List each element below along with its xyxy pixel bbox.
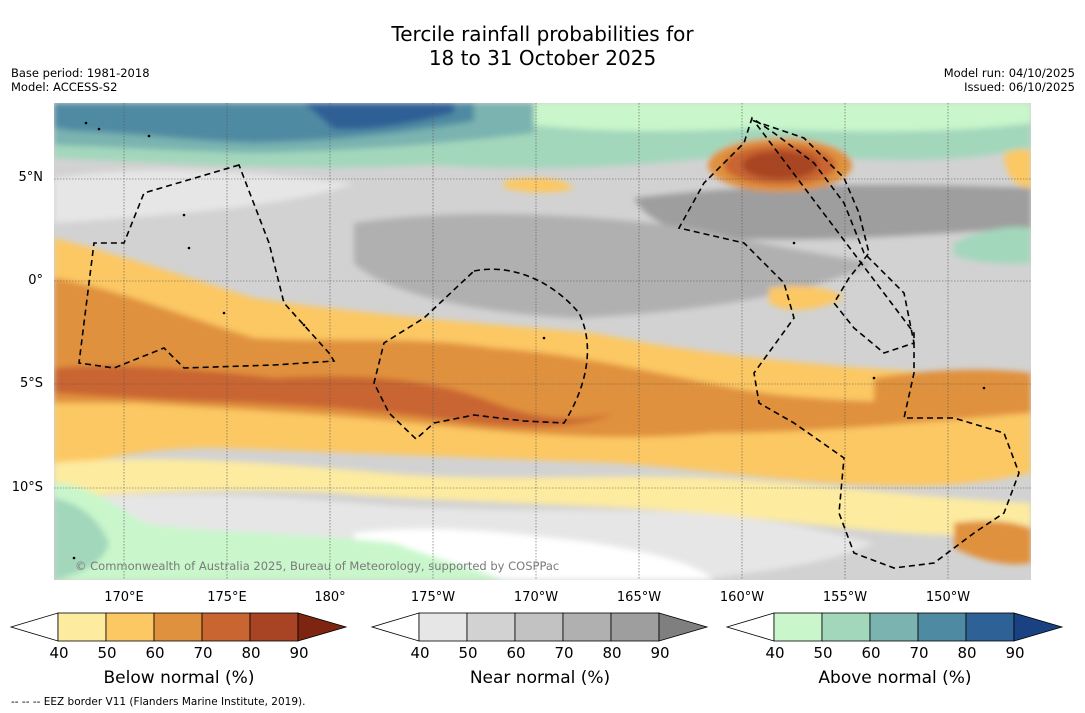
lon-label-165w: 165°W xyxy=(616,590,662,605)
meta-left: Base period: 1981-2018 Model: ACCESS-S2 xyxy=(11,66,150,94)
region-below-patch-2 xyxy=(769,286,844,310)
cb-near-tick: 80 xyxy=(602,644,622,662)
colorbar-segment xyxy=(917,612,967,642)
colorbar-segment-high xyxy=(1013,612,1064,642)
lat-label-5n: 5°N xyxy=(18,170,44,185)
lon-label-170w: 170°W xyxy=(513,590,559,605)
colorbar-above-title: Above normal (%) xyxy=(818,668,972,688)
colorbar-segment xyxy=(153,612,203,642)
cb-near-tick: 90 xyxy=(650,644,670,662)
colorbar-segment xyxy=(869,612,919,642)
islands xyxy=(72,121,986,560)
colorbar-segment-low xyxy=(371,612,420,642)
title-line-1: Tercile rainfall probabilities for xyxy=(391,22,694,46)
colorbar-segment-high xyxy=(658,612,709,642)
region-above-sw-2 xyxy=(54,498,109,580)
gridlines xyxy=(54,103,1031,580)
cb-near-tick: 50 xyxy=(458,644,478,662)
lon-label-160w: 160°W xyxy=(719,590,765,605)
lat-label-10s: 10°S xyxy=(11,480,43,495)
eez-borders xyxy=(78,116,1020,569)
colorbar-segment xyxy=(201,612,251,642)
lat-label-0: 0° xyxy=(28,273,43,288)
colorbar-segment xyxy=(562,612,612,642)
cb-above-tick: 60 xyxy=(861,644,881,662)
cb-above-tick: 40 xyxy=(765,644,785,662)
region-below-se xyxy=(954,520,1031,565)
cb-near-tick: 70 xyxy=(554,644,574,662)
lon-label-180: 180° xyxy=(314,590,346,605)
region-above-east xyxy=(954,226,1031,264)
meta-right: Model run: 04/10/2025 Issued: 06/10/2025 xyxy=(944,66,1075,94)
cb-above-tick: 80 xyxy=(957,644,977,662)
lon-label-155w: 155°W xyxy=(822,590,868,605)
colorbar-segment-low xyxy=(726,612,775,642)
lat-label-5s: 5°S xyxy=(19,376,43,391)
colorbar-below xyxy=(10,612,348,642)
region-above-north-4 xyxy=(304,103,454,130)
colorbar-segment xyxy=(466,612,516,642)
copyright-text: © Commonwealth of Australia 2025, Bureau… xyxy=(75,559,559,573)
lon-label-175e: 175°E xyxy=(207,590,247,605)
colorbar-near xyxy=(371,612,709,642)
region-near-dark xyxy=(634,185,1031,240)
lon-label-150w: 150°W xyxy=(925,590,971,605)
region-below-40 xyxy=(54,458,1031,536)
colorbar-segment xyxy=(821,612,871,642)
colorbar-above xyxy=(726,612,1064,642)
cb-above-tick: 70 xyxy=(909,644,929,662)
region-near-light xyxy=(54,170,354,223)
region-below-hotspot-3 xyxy=(742,151,818,179)
rainfall-map: © Commonwealth of Australia 2025, Bureau… xyxy=(54,103,1031,580)
colorbar-segment xyxy=(249,612,299,642)
colorbar-segment xyxy=(773,612,823,642)
title-line-2: 18 to 31 October 2025 xyxy=(428,46,657,70)
model-run: Model run: 04/10/2025 xyxy=(943,66,1075,80)
cb-below-tick: 60 xyxy=(145,644,165,662)
lon-label-175w: 175°W xyxy=(410,590,456,605)
region-above-north-5 xyxy=(534,103,1031,132)
colorbar-segment xyxy=(514,612,564,642)
cb-below-tick: 40 xyxy=(49,644,69,662)
region-below-patch-3 xyxy=(1004,149,1031,188)
colorbar-segment xyxy=(57,612,107,642)
base-period: Base period: 1981-2018 xyxy=(11,66,150,80)
region-below-east xyxy=(874,369,1031,412)
colorbar-segment xyxy=(965,612,1015,642)
colorbar-segment-low xyxy=(10,612,59,642)
cb-above-tick: 50 xyxy=(813,644,833,662)
colorbar-segment xyxy=(610,612,660,642)
cb-near-tick: 60 xyxy=(506,644,526,662)
colorbar-segment-high xyxy=(297,612,348,642)
cb-below-tick: 50 xyxy=(97,644,117,662)
region-below-patch-1 xyxy=(504,177,574,193)
colorbar-segment xyxy=(418,612,468,642)
cb-below-tick: 80 xyxy=(241,644,261,662)
cb-above-tick: 90 xyxy=(1005,644,1025,662)
region-near-mid xyxy=(354,213,874,318)
cb-below-tick: 70 xyxy=(193,644,213,662)
region-above-sw xyxy=(54,483,504,580)
colorbar-near-title: Near normal (%) xyxy=(469,668,611,688)
region-below-70 xyxy=(54,366,614,427)
cb-below-tick: 90 xyxy=(289,644,309,662)
issued-date: Issued: 06/10/2025 xyxy=(964,80,1075,94)
lon-label-170e: 170°E xyxy=(104,590,144,605)
model-name: Model: ACCESS-S2 xyxy=(11,80,118,94)
colorbar-below-title: Below normal (%) xyxy=(103,668,255,688)
chart-title: Tercile rainfall probabilities for 18 to… xyxy=(0,22,1085,70)
colorbar-segment xyxy=(105,612,155,642)
cb-near-tick: 40 xyxy=(410,644,430,662)
eez-footnote: -- -- -- EEZ border V11 (Flanders Marine… xyxy=(11,696,306,708)
